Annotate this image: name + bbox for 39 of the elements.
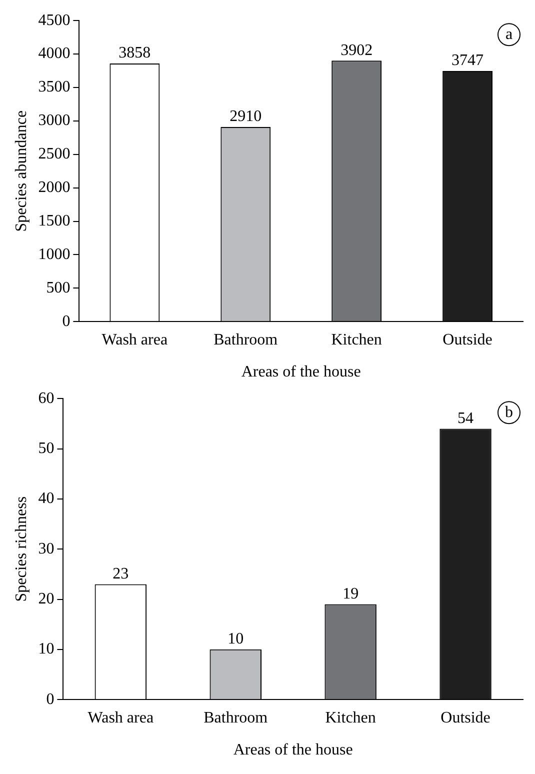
x-tick-label: Bathroom xyxy=(204,709,268,726)
data-label: 3858 xyxy=(118,44,151,62)
y-tick-label: 50 xyxy=(38,440,54,457)
x-tick-label: Outside xyxy=(442,331,492,348)
x-axis-title: Areas of the house xyxy=(241,364,361,381)
y-tick-label: 500 xyxy=(46,279,70,296)
y-tick-label: 60 xyxy=(38,390,54,407)
x-tick-label: Outside xyxy=(440,709,490,726)
data-label: 54 xyxy=(458,410,474,427)
y-tick-label: 3000 xyxy=(38,112,70,130)
y-axis-title: Species richness xyxy=(12,496,30,602)
y-tick-label: 30 xyxy=(38,540,54,558)
y-tick-label: 40 xyxy=(38,490,54,508)
x-tick-label: Kitchen xyxy=(325,709,376,726)
y-tick-label: 3500 xyxy=(38,78,70,96)
y-tick-label: 10 xyxy=(38,640,54,658)
annotation: a xyxy=(505,26,513,43)
data-label: 3747 xyxy=(452,52,484,70)
y-axis-title: Species abundance xyxy=(12,110,30,232)
y-tick-label: 1500 xyxy=(38,212,70,230)
annotation: b xyxy=(505,404,513,421)
x-tick-label: Kitchen xyxy=(331,331,382,348)
y-tick-label: 1000 xyxy=(38,246,70,263)
data-label: 3902 xyxy=(340,42,373,59)
x-tick-label: Wash area xyxy=(102,331,168,348)
data-label: 2910 xyxy=(230,108,262,126)
y-tick-label: 2500 xyxy=(38,146,70,163)
data-label: 10 xyxy=(228,630,244,648)
y-tick-label: 2000 xyxy=(38,179,70,196)
y-tick-label: 20 xyxy=(38,590,54,608)
y-tick-label: 0 xyxy=(46,690,54,708)
data-label: 19 xyxy=(342,585,359,602)
y-tick-label: 4500 xyxy=(38,12,70,29)
data-label: 23 xyxy=(112,565,129,582)
x-tick-label: Wash area xyxy=(88,709,154,726)
y-tick-label: 4000 xyxy=(38,45,70,62)
x-axis-title: Areas of the house xyxy=(233,742,353,759)
y-tick-label: 0 xyxy=(62,312,70,330)
x-tick-label: Bathroom xyxy=(214,331,278,348)
